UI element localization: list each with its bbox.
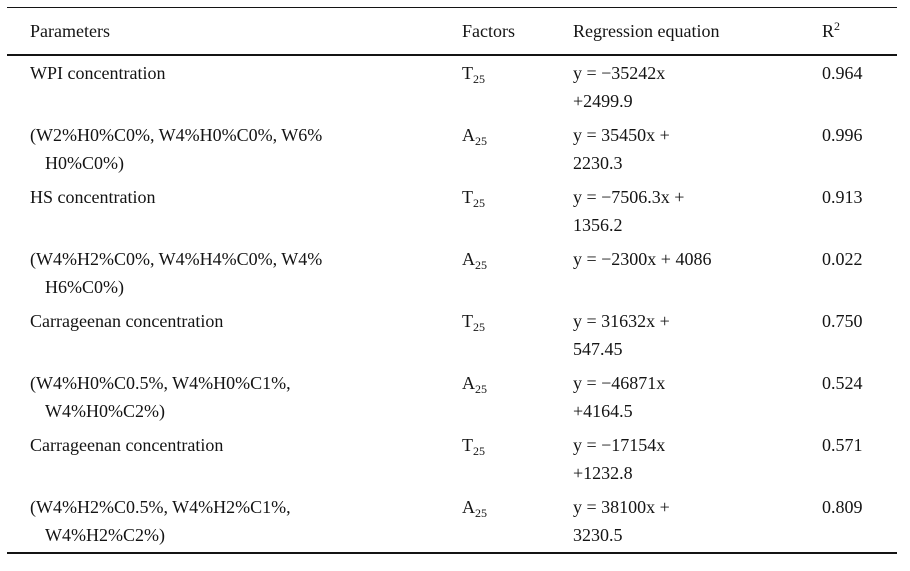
regression-table: Parameters Factors Regression equation R… (7, 7, 897, 554)
factor-subscript: 25 (473, 444, 485, 458)
factor-subscript: 25 (475, 134, 487, 148)
parameters-cell: Carrageenan concentration (7, 428, 462, 490)
r2-superscript: 2 (834, 19, 841, 33)
parameter-line: H0%C0%) (45, 153, 124, 173)
factor-cell: T25 (462, 180, 573, 242)
factor-symbol: A (462, 125, 475, 145)
equation-line: y = −35242x (573, 63, 666, 83)
parameters-cell: HS concentration (7, 180, 462, 242)
table-row: (W4%H0%C0.5%, W4%H0%C1%, W4%H0%C2%) A25 … (7, 366, 897, 428)
parameters-cell: (W4%H0%C0.5%, W4%H0%C1%, W4%H0%C2%) (7, 366, 462, 428)
parameter-line: (W2%H0%C0%, W4%H0%C0%, W6% (30, 125, 323, 145)
parameter-line: Carrageenan concentration (30, 311, 224, 331)
r2-value: 0.996 (822, 125, 863, 145)
factor-symbol: T (462, 311, 473, 331)
equation-cell: y = 31632x + 547.45 (573, 304, 822, 366)
table-body: WPI concentration T25 y = −35242x +2499.… (7, 56, 897, 552)
table-row: (W2%H0%C0%, W4%H0%C0%, W6% H0%C0%) A25 y… (7, 118, 897, 180)
equation-line: y = −46871x (573, 373, 666, 393)
factor-cell: A25 (462, 118, 573, 180)
header-parameters: Parameters (30, 21, 110, 41)
factor-cell: A25 (462, 366, 573, 428)
table-header: Parameters Factors Regression equation R… (7, 8, 897, 56)
r2-base: R (822, 21, 835, 41)
r2-value: 0.913 (822, 187, 863, 207)
factor-cell: A25 (462, 490, 573, 552)
factor-symbol: A (462, 497, 475, 517)
equation-line: y = 38100x + (573, 497, 670, 517)
header-row: Parameters Factors Regression equation R… (7, 8, 897, 54)
factor-symbol: A (462, 373, 475, 393)
table-row: Carrageenan concentration T25 y = −17154… (7, 428, 897, 490)
parameter-line: WPI concentration (30, 63, 166, 83)
parameter-line: W4%H2%C2%) (45, 525, 165, 545)
equation-cell: y = −2300x + 4086 (573, 242, 822, 304)
equation-line: y = −2300x + 4086 (573, 249, 712, 269)
equation-line: y = −7506.3x + (573, 187, 685, 207)
factor-subscript: 25 (473, 196, 485, 210)
factor-symbol: T (462, 187, 473, 207)
equation-line: y = 35450x + (573, 125, 670, 145)
equation-line: +1232.8 (573, 463, 633, 483)
header-equation: Regression equation (573, 21, 720, 41)
parameters-cell: (W4%H2%C0%, W4%H4%C0%, W4% H6%C0%) (7, 242, 462, 304)
r2-value: 0.022 (822, 249, 863, 269)
equation-cell: y = −7506.3x + 1356.2 (573, 180, 822, 242)
factor-symbol: A (462, 249, 475, 269)
parameters-cell: WPI concentration (7, 56, 462, 118)
table-row: HS concentration T25 y = −7506.3x + 1356… (7, 180, 897, 242)
factor-symbol: T (462, 435, 473, 455)
equation-cell: y = 35450x + 2230.3 (573, 118, 822, 180)
equation-line: 3230.5 (573, 525, 623, 545)
parameter-line: W4%H0%C2%) (45, 401, 165, 421)
parameter-line: (W4%H2%C0%, W4%H4%C0%, W4% (30, 249, 323, 269)
parameter-line: (W4%H2%C0.5%, W4%H2%C1%, (30, 497, 291, 517)
parameters-cell: Carrageenan concentration (7, 304, 462, 366)
r2-value: 0.809 (822, 497, 863, 517)
equation-line: +2499.9 (573, 91, 633, 111)
equation-cell: y = −35242x +2499.9 (573, 56, 822, 118)
factor-cell: T25 (462, 56, 573, 118)
factor-cell: T25 (462, 428, 573, 490)
parameters-cell: (W4%H2%C0.5%, W4%H2%C1%, W4%H2%C2%) (7, 490, 462, 552)
parameter-line: HS concentration (30, 187, 156, 207)
factor-subscript: 25 (475, 258, 487, 272)
factor-subscript: 25 (475, 506, 487, 520)
equation-line: y = −17154x (573, 435, 666, 455)
equation-line: 1356.2 (573, 215, 623, 235)
equation-line: y = 31632x + (573, 311, 670, 331)
header-r2: R2 (822, 8, 897, 54)
parameter-line: Carrageenan concentration (30, 435, 224, 455)
factor-subscript: 25 (475, 382, 487, 396)
r2-value: 0.964 (822, 63, 863, 83)
equation-cell: y = −17154x +1232.8 (573, 428, 822, 490)
parameter-line: H6%C0%) (45, 277, 124, 297)
table-row: Carrageenan concentration T25 y = 31632x… (7, 304, 897, 366)
parameters-cell: (W2%H0%C0%, W4%H0%C0%, W6% H0%C0%) (7, 118, 462, 180)
factor-symbol: T (462, 63, 473, 83)
table-row: (W4%H2%C0.5%, W4%H2%C1%, W4%H2%C2%) A25 … (7, 490, 897, 552)
header-factors: Factors (462, 21, 515, 41)
equation-cell: y = 38100x + 3230.5 (573, 490, 822, 552)
r2-value: 0.524 (822, 373, 863, 393)
parameter-line: (W4%H0%C0.5%, W4%H0%C1%, (30, 373, 291, 393)
factor-cell: T25 (462, 304, 573, 366)
r2-value: 0.571 (822, 435, 863, 455)
equation-line: 547.45 (573, 339, 623, 359)
factor-cell: A25 (462, 242, 573, 304)
table-row: WPI concentration T25 y = −35242x +2499.… (7, 56, 897, 118)
equation-line: +4164.5 (573, 401, 633, 421)
table-row: (W4%H2%C0%, W4%H4%C0%, W4% H6%C0%) A25 y… (7, 242, 897, 304)
r2-value: 0.750 (822, 311, 863, 331)
factor-subscript: 25 (473, 72, 485, 86)
equation-cell: y = −46871x +4164.5 (573, 366, 822, 428)
equation-line: 2230.3 (573, 153, 623, 173)
factor-subscript: 25 (473, 320, 485, 334)
